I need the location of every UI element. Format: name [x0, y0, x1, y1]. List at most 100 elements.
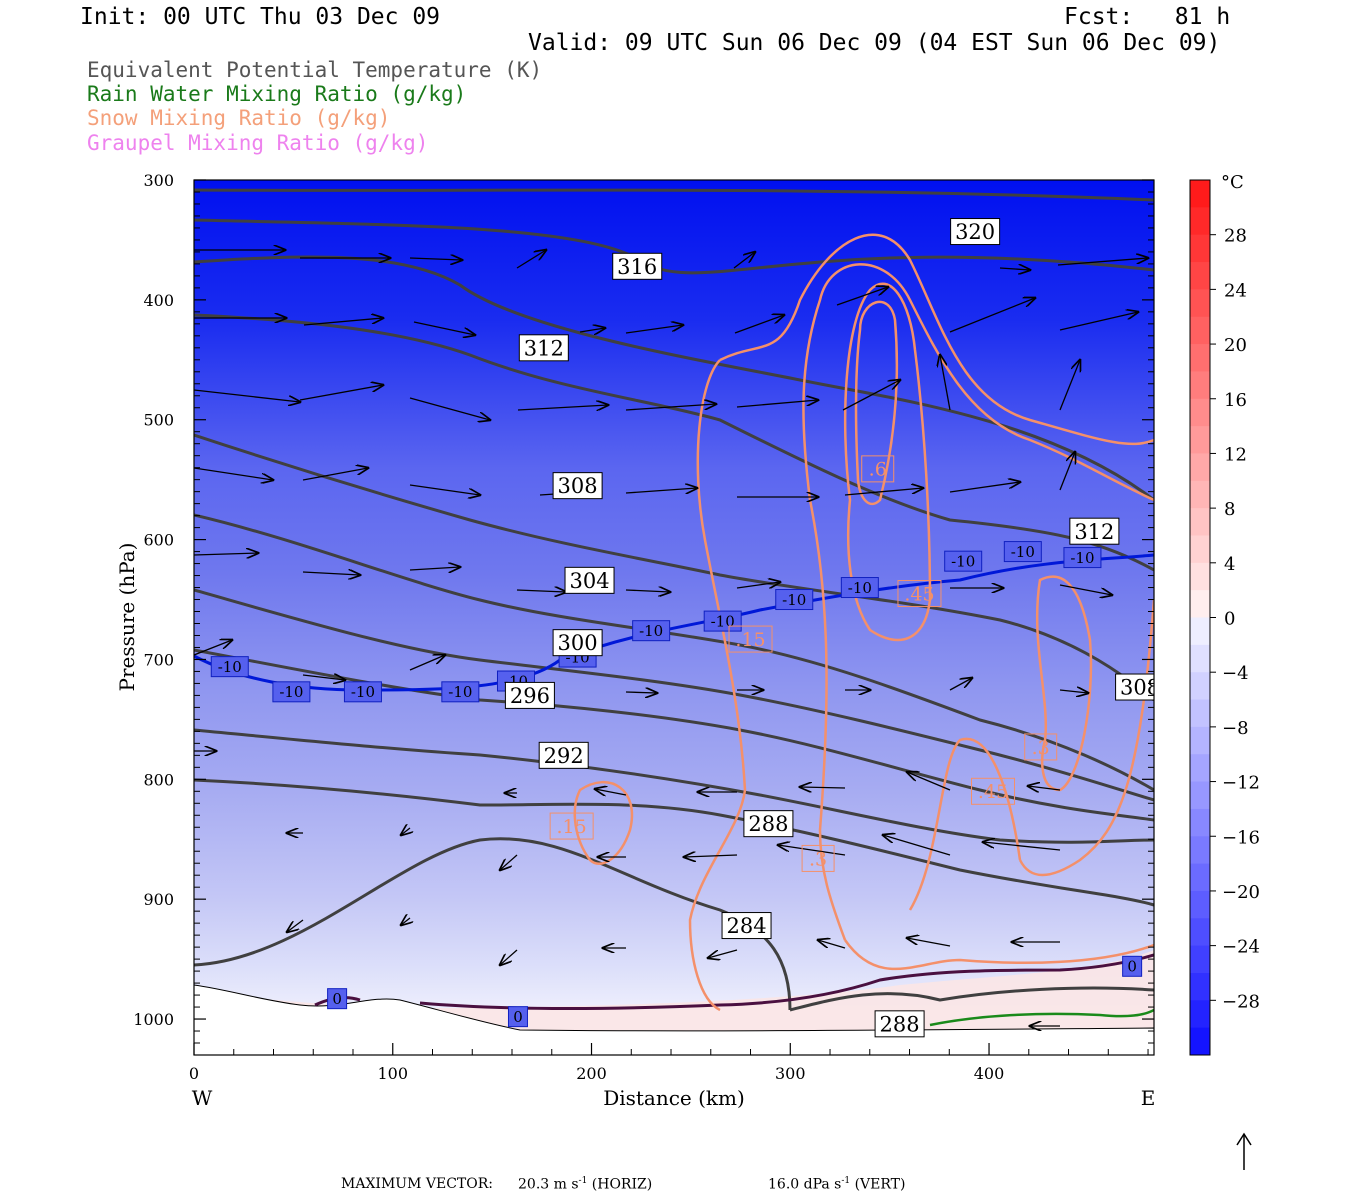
colorbar-tick-label: 12 [1224, 444, 1247, 465]
wind-vector [579, 328, 605, 332]
theta-e-contour [194, 778, 1154, 907]
colorbar-segment [1190, 918, 1210, 947]
theta-e-label-box [612, 252, 663, 280]
wind-vector [983, 842, 1061, 851]
colorbar-tick-label: 8 [1224, 499, 1235, 520]
wind-vector [883, 835, 951, 856]
x-tick-label: 400 [974, 1064, 1005, 1083]
y-tick-label: 1000 [133, 1010, 174, 1029]
colorbar: 28 24 20 16 12 8 4 0 −4 −8 −12 −16 −20 −24 −28 [1189, 179, 1260, 1056]
theta-e-label: 292 [544, 744, 584, 768]
temperature-label-box [1003, 541, 1042, 563]
x-tick-label: 300 [775, 1064, 806, 1083]
temperature-label-box [1063, 547, 1102, 569]
colorbar-segment [1190, 508, 1210, 536]
theta-e-label: 320 [955, 220, 995, 244]
wind-vector [907, 772, 951, 791]
wind-vector [299, 385, 383, 401]
theta-e-contour [194, 513, 1154, 792]
colorbar-segment [1190, 644, 1210, 673]
wind-vector [303, 318, 383, 326]
colorbar-segment [1190, 754, 1210, 783]
temperature-shading [194, 180, 1154, 1055]
theta-e-label: 300 [558, 631, 598, 655]
theta-e-label-box [564, 566, 615, 594]
wind-vector [1059, 690, 1088, 693]
wind-vectors [194, 250, 1148, 1026]
terrain [194, 984, 1154, 1055]
theta-e-label-box [552, 629, 603, 657]
valid-time: Valid: 09 UTC Sun 06 Dec 09 (04 EST Sun … [528, 30, 1221, 56]
temperature-label: 0 [1127, 958, 1137, 976]
rain-water-contour [929, 1008, 1154, 1027]
y-tick-label: 500 [143, 411, 174, 430]
temperature-label-box [272, 681, 311, 703]
temperature-label-box [632, 620, 671, 642]
colorbar-segment [1190, 890, 1210, 919]
wind-vector [302, 468, 368, 481]
temperature-label: -10 [448, 683, 472, 701]
theta-e-label: 312 [524, 336, 564, 360]
wind-vector [999, 268, 1030, 270]
colorbar-segment [1190, 726, 1210, 755]
wind-vector [194, 553, 258, 555]
wind-vector [516, 250, 546, 269]
colorbar-tick-label: −12 [1222, 773, 1260, 794]
temperature-label-box [327, 988, 348, 1010]
colorbar-tick-label: −8 [1222, 718, 1249, 739]
x-tick-label: 0 [189, 1064, 199, 1083]
snow-label-box [971, 777, 1016, 805]
west-label: W [192, 1086, 213, 1110]
colorbar-segment [1190, 781, 1210, 810]
wind-vector [194, 640, 232, 656]
wind-vector [409, 484, 480, 495]
snow-label: .15 [735, 629, 765, 651]
wind-vector [517, 405, 608, 410]
temperature-label-box [441, 681, 480, 703]
theta-e-label-box [552, 472, 603, 500]
wind-vector [401, 918, 410, 925]
colorbar-segment [1190, 836, 1210, 865]
wind-vector [194, 389, 300, 402]
theta-e-label-box [950, 218, 1001, 246]
temperature-label: -10 [711, 612, 735, 630]
temperature-label-box [1122, 955, 1143, 977]
x-tick-label: 200 [576, 1064, 607, 1083]
colorbar-segment [1190, 234, 1210, 263]
wind-vector [413, 321, 475, 335]
snow-contour [1035, 575, 1093, 792]
snow-label-box [728, 625, 773, 653]
theta-e-label: 304 [569, 569, 609, 593]
wind-vector [800, 787, 846, 788]
wind-vector [949, 678, 972, 691]
wind-vector [708, 949, 738, 958]
theta-e-label-box [504, 681, 555, 709]
wind-vector [194, 467, 273, 480]
wind-vector [409, 258, 462, 260]
wind-vector [516, 590, 566, 592]
colorbar-tick-label: 24 [1224, 280, 1247, 301]
wind-vector [625, 692, 657, 693]
colorbar-segment [1190, 617, 1210, 646]
cross-section-chart: -10-10 -10 -10-10-10-10-10-10-10-10-10 -100… [115, 171, 1260, 1170]
wind-vector [625, 325, 683, 334]
temperature-label-box [840, 577, 879, 599]
temperature-label: -10 [279, 683, 303, 701]
max-vector-horiz: 20.3 m s-1 (HORIZ) [518, 1176, 653, 1193]
snow-label-box [549, 812, 594, 840]
theta-e-label-box [538, 741, 589, 769]
plot-frame [193, 179, 1155, 1056]
forecast-hour: Fcst: 81 h [1064, 4, 1231, 30]
temperature-label: -10 [218, 658, 242, 676]
theta-e-label: 316 [617, 255, 657, 279]
temperature-label: -10 [639, 622, 663, 640]
y-tick-label: 400 [143, 291, 174, 310]
x-axis-label: Distance (km) [603, 1086, 745, 1110]
wind-vector [844, 488, 923, 496]
wind-vector [736, 400, 818, 408]
colorbar-segment [1190, 262, 1210, 290]
colorbar-segment [1190, 699, 1210, 728]
wind-vector [836, 287, 888, 306]
snow-label: .45 [904, 583, 934, 605]
snow-contour [1018, 599, 1154, 877]
